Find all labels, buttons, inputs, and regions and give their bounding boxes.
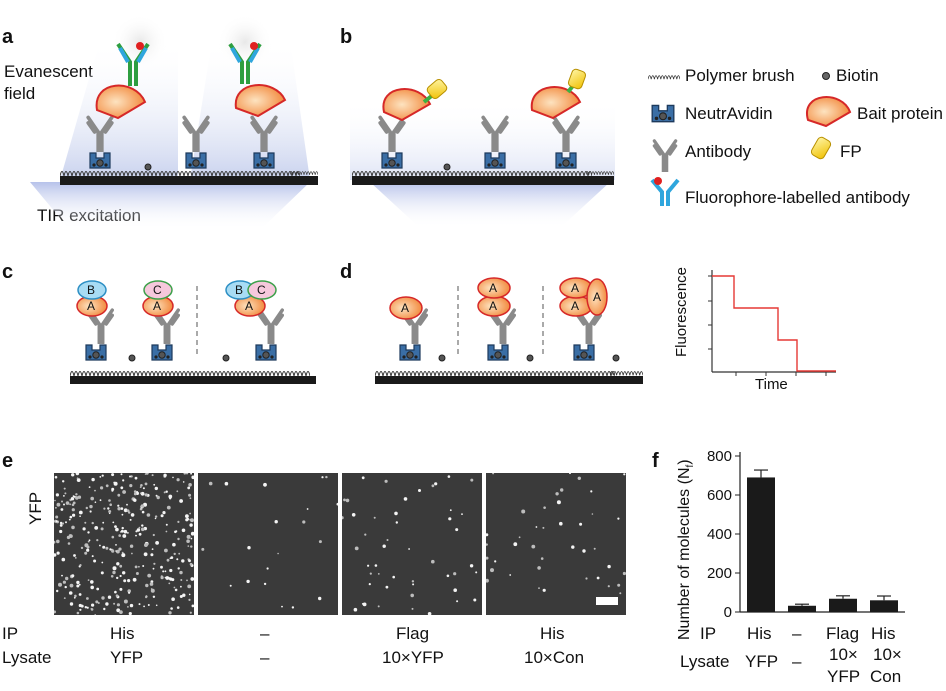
f-ip-1: His	[747, 624, 772, 643]
bar-chart: 0 200 400 600 800	[707, 448, 905, 620]
e-lysate-2: –	[260, 648, 270, 667]
bar	[829, 598, 857, 612]
protein-c-label: C	[153, 283, 162, 297]
yfp-ylabel: YFP	[26, 491, 45, 525]
e-ip-2: –	[260, 624, 270, 643]
e-lysate-4: 10×Con	[524, 648, 585, 667]
trace-xlabel: Time	[755, 376, 788, 393]
antibody-icon	[652, 139, 678, 172]
fluorescence-trace	[708, 270, 836, 376]
protein-c-label: C	[257, 283, 266, 297]
f-lysate-4b: Con	[870, 667, 902, 686]
e-ip-label: IP	[2, 624, 19, 643]
legend-fluorophore-antibody: Fluorophore-labelled antibody	[685, 188, 910, 207]
f-ylabel: Number of molecules (Nf)	[676, 459, 697, 640]
protein-a-label: A	[593, 290, 602, 304]
f-lysate-3a: 10×	[829, 645, 858, 664]
f-lysate-label: Lysate	[680, 652, 730, 671]
f-lysate-4a: 10×	[873, 645, 902, 664]
y-tick-label: 0	[724, 604, 732, 620]
fp-icon	[810, 136, 832, 160]
micrograph-2	[198, 473, 338, 615]
protein-a-label: A	[489, 299, 498, 313]
protein-a-label: A	[489, 281, 498, 295]
panel-label-d: d	[340, 261, 353, 283]
protein-a-label: A	[401, 301, 410, 315]
micrograph-row	[54, 473, 626, 615]
biotin-icon	[822, 72, 830, 80]
panel-label-e: e	[2, 450, 14, 472]
f-ip-4: His	[871, 624, 896, 643]
micrograph-4	[486, 473, 626, 615]
legend-neutravidin: NeutrAvidin	[685, 104, 773, 123]
fluorophore-antibody-icon	[650, 177, 680, 206]
bar	[788, 605, 816, 612]
panel-label-a: a	[2, 26, 14, 48]
micrograph-1	[54, 473, 194, 615]
y-tick-label: 400	[707, 526, 732, 543]
bait-protein-icon	[806, 96, 852, 128]
f-lysate-2: –	[792, 652, 802, 671]
panel-label-b: b	[340, 26, 353, 48]
y-tick-label: 200	[707, 565, 732, 582]
neutravidin-icon	[651, 104, 675, 123]
legend-polymer-brush: Polymer brush	[685, 66, 795, 85]
legend-fp: FP	[840, 142, 862, 161]
e-lysate-3: 10×YFP	[382, 648, 444, 667]
micrograph-3	[342, 473, 482, 615]
protein-b-label: B	[235, 283, 244, 297]
bar	[870, 600, 898, 612]
legend-biotin: Biotin	[836, 66, 879, 85]
f-ip-3: Flag	[826, 624, 860, 643]
legend-bait-protein: Bait protein	[857, 104, 943, 123]
f-lysate-1: YFP	[745, 652, 779, 671]
evanescent-label-2: field	[4, 84, 36, 103]
scale-bar	[596, 597, 618, 605]
protein-b-label: B	[87, 283, 96, 297]
e-ip-1: His	[110, 624, 135, 643]
e-ip-4: His	[540, 624, 565, 643]
protein-a-label: A	[87, 299, 96, 313]
f-lysate-3b: YFP	[827, 667, 861, 686]
e-lysate-1: YFP	[110, 648, 144, 667]
e-lysate-label: Lysate	[2, 648, 52, 667]
panel-label-f: f	[652, 450, 659, 472]
evanescent-label-1: Evanescent	[4, 62, 93, 81]
y-tick-label: 800	[707, 448, 732, 465]
protein-a-label: A	[245, 299, 254, 313]
legend-antibody: Antibody	[685, 142, 752, 161]
protein-a-label: A	[571, 299, 580, 313]
panel-label-c: c	[2, 261, 14, 283]
trace-ylabel: Fluorescence	[673, 266, 690, 358]
protein-a-label: A	[153, 299, 162, 313]
bar	[747, 477, 775, 612]
e-ip-3: Flag	[396, 624, 430, 643]
f-ip-2: –	[792, 624, 802, 643]
f-ip-label: IP	[700, 624, 717, 643]
polymer-brush-icon	[648, 75, 680, 80]
protein-a-label: A	[571, 281, 580, 295]
y-tick-label: 600	[707, 487, 732, 504]
